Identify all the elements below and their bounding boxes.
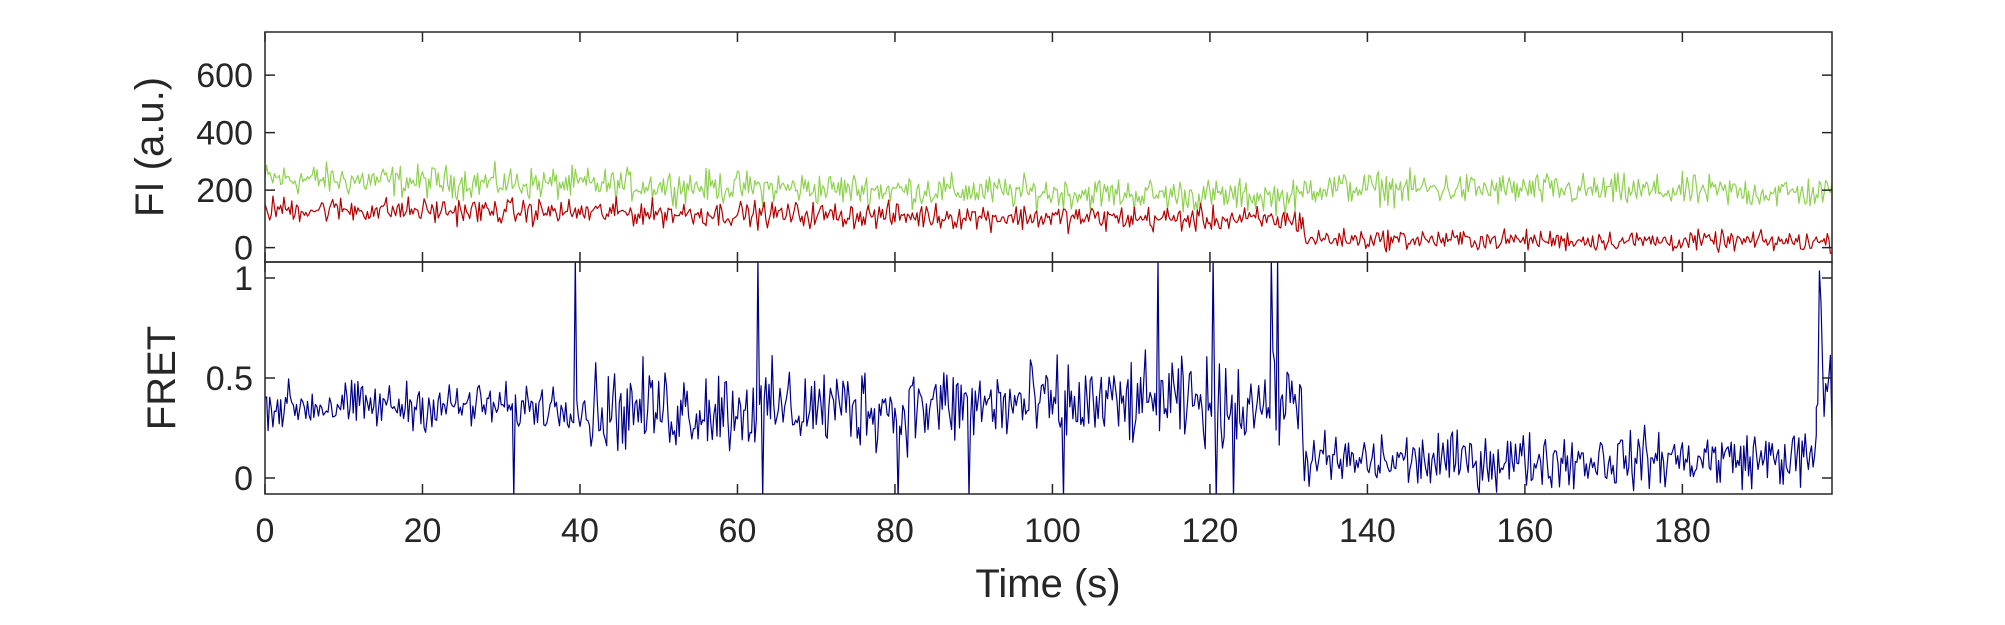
fluorescence-plot-area — [265, 160, 1832, 254]
time-x-tick-label: 0 — [256, 512, 275, 550]
time-x-tick-label: 80 — [876, 512, 914, 550]
time-x-tick-label: 160 — [1497, 512, 1554, 550]
time-x-tick-label: 120 — [1182, 512, 1239, 550]
time-x-ticks: 0 20 40 60 80 100 120 140 160 180 — [256, 512, 1711, 550]
fret-plot-area — [265, 262, 1832, 494]
time-x-tick-label: 180 — [1654, 512, 1711, 550]
fret-y-tick-label: 0.5 — [206, 360, 253, 398]
fluorescence-y-tick-label: 400 — [196, 115, 253, 153]
fluorescence-series-1-line — [265, 195, 1832, 254]
fluorescence-y-tick-label: 600 — [196, 57, 253, 95]
time-x-tick-label: 100 — [1024, 512, 1081, 550]
fluorescence-y-axis-title: FI (a.u.) — [128, 77, 172, 217]
fret-y-tick-label: 0 — [234, 460, 253, 498]
fluorescence-y-ticks: 0 200 400 600 — [196, 32, 1832, 268]
fluorescence-panel: 0 200 400 600 FI (a.u.) — [128, 31, 1833, 268]
fret-y-axis-title: FRET — [140, 326, 184, 430]
fret-series-0-line — [265, 262, 1832, 494]
fret-y-ticks: 00.51 — [206, 260, 1832, 498]
time-x-tick-label: 140 — [1339, 512, 1396, 550]
fluorescence-series-0-line — [265, 160, 1832, 217]
fluorescence-y-tick-label: 200 — [196, 172, 253, 210]
time-x-axis-title: Time (s) — [975, 562, 1120, 606]
fret-y-tick-label: 1 — [234, 260, 253, 298]
time-x-tick-label: 60 — [719, 512, 757, 550]
time-x-tick-label: 40 — [561, 512, 599, 550]
fret-panel: 00.51 0 20 40 60 80 100 120 140 160 180 FRET Time… — [140, 260, 1833, 606]
time-x-tick-label: 20 — [404, 512, 442, 550]
fluorescence-y-tick-label: 0 — [234, 230, 253, 268]
